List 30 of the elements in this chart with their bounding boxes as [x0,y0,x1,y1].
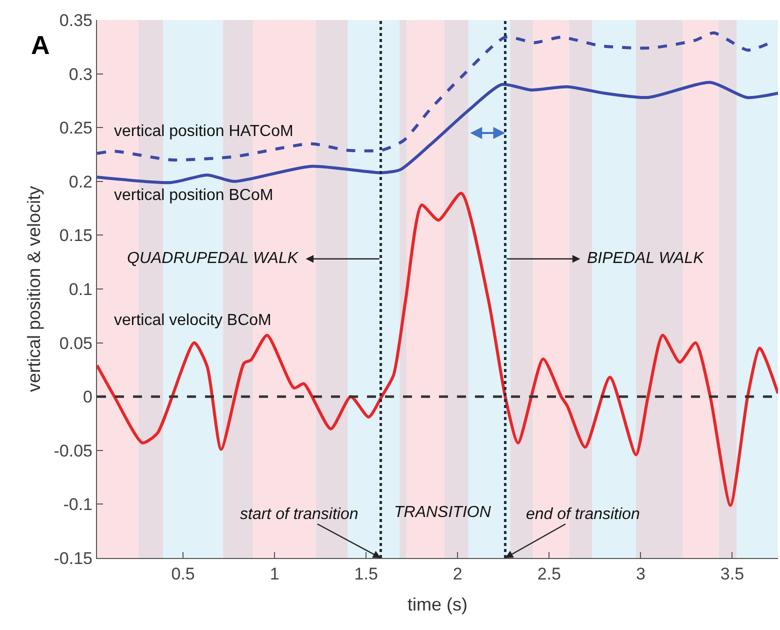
x-tick-label: 2.5 [537,564,561,584]
annotation: start of transition [240,506,358,523]
x-tick-label: 1 [270,564,280,584]
y-axis-title: vertical position & velocity [24,186,44,392]
y-tick-label: 0.05 [59,334,92,353]
x-tick-label: 0.5 [171,564,195,584]
x-tick-label: 1.5 [354,564,378,584]
y-tick-label: 0 [83,388,92,407]
y-tick-label: 0.1 [68,280,92,299]
y-tick-label: 0.35 [59,10,92,30]
y-tick-label: -0.15 [54,548,92,568]
annotation: TRANSITION [394,504,492,521]
y-tick-label: -0.05 [54,441,92,460]
series-label: vertical position BCoM [114,187,274,204]
annotation: end of transition [526,506,640,523]
text: A [31,30,50,60]
x-axis-title: time (s) [408,594,468,615]
line-series [97,80,778,184]
x-tick-label: 2 [452,564,462,584]
series-label: vertical velocity BCoM [114,312,272,329]
annotation: QUADRUPEDAL WALK [127,250,300,267]
y-tick-label: 0.2 [68,172,92,192]
annotation: BIPEDAL WALK [587,250,706,267]
x-tick-label: 3.5 [720,564,744,584]
y-tick-label: -0.1 [63,495,92,514]
x-tick-label: 3 [636,564,646,584]
series-label: vertical position HATCoM [114,123,294,140]
y-tick-label: 0.25 [59,118,92,138]
y-tick-label: 0.15 [59,226,92,246]
y-tick-label: 0.3 [68,64,92,84]
